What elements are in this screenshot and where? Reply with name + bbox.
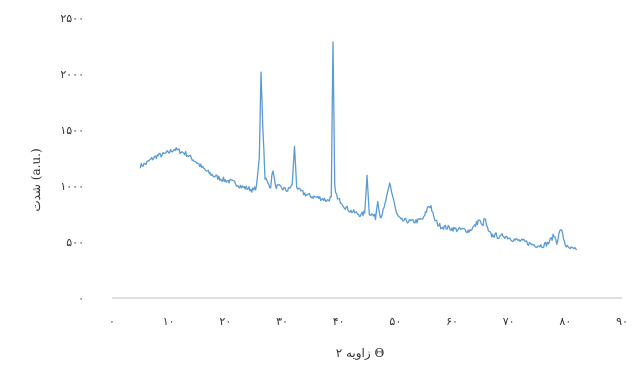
x-tick-label: ۵۰ xyxy=(389,315,401,328)
y-tick-label: ۱۰۰۰ xyxy=(60,180,84,193)
x-tick-label: ۱۰ xyxy=(163,315,175,328)
series-line xyxy=(139,41,578,251)
y-tick-label: ۱۵۰۰ xyxy=(60,124,84,137)
x-tick-label: ۷۰ xyxy=(503,315,515,328)
y-tick-labels: ۰ ۵۰۰ ۱۰۰۰ ۱۵۰۰ ۲۰۰۰ ۲۵۰۰ xyxy=(60,12,84,305)
y-tick-label: ۲۰۰۰ xyxy=(60,68,84,81)
series-group xyxy=(139,41,578,251)
y-tick-label: ۲۵۰۰ xyxy=(60,12,84,25)
y-axis-title: شدت (a.u.) xyxy=(29,148,43,211)
x-tick-label: ۲۰ xyxy=(219,315,231,328)
x-tick-label: ۸۰ xyxy=(559,315,571,328)
x-tick-label: ۹۰ xyxy=(616,315,628,328)
y-tick-label: ۵۰۰ xyxy=(66,236,84,249)
y-tick-label: ۰ xyxy=(78,292,84,305)
x-tick-label: ۴۰ xyxy=(333,315,345,328)
x-tick-label: ۶۰ xyxy=(446,315,458,328)
x-tick-labels: ۰ ۱۰ ۲۰ ۳۰ ۴۰ ۵۰ ۶۰ ۷۰ ۸۰ ۹۰ xyxy=(109,315,628,328)
x-tick-label: ۰ xyxy=(109,315,115,328)
x-axis-title: زاویه ۲ Θ xyxy=(336,346,385,360)
x-tick-label: ۳۰ xyxy=(276,315,288,328)
